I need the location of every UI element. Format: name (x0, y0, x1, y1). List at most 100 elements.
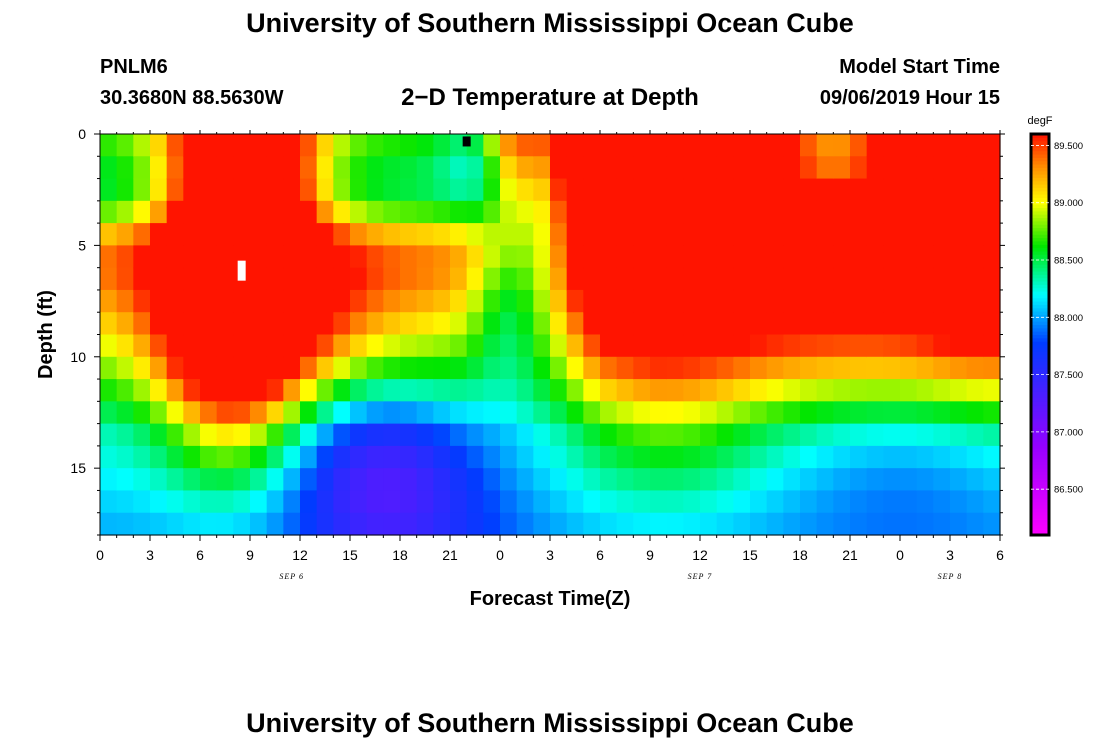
heatmap-cell (500, 134, 518, 157)
heatmap-cell (316, 134, 334, 157)
heatmap-cell (433, 490, 451, 514)
footer-title: University of Southern Mississippi Ocean… (246, 708, 854, 738)
heatmap-cell (600, 468, 618, 492)
heatmap-cell (766, 156, 784, 180)
heatmap-cell (966, 156, 984, 180)
heatmap-cell (333, 468, 351, 492)
heatmap-cell (883, 490, 901, 514)
heatmap-cell (600, 223, 618, 246)
heatmap-cell (750, 156, 768, 180)
heatmap-cell (433, 445, 451, 469)
heatmap-cell (550, 245, 568, 269)
colorbar-swatch (1031, 494, 1049, 499)
heatmap-cell (750, 490, 768, 514)
heatmap-cell (466, 468, 484, 492)
heatmap-cell (300, 156, 318, 180)
page-title: University of Southern Mississippi Ocean… (246, 8, 854, 38)
heatmap-cell (716, 445, 734, 469)
heatmap-cell (866, 356, 884, 380)
colorbar-swatch (1031, 498, 1049, 503)
colorbar-swatch (1031, 441, 1049, 446)
colorbar-swatch (1031, 234, 1049, 239)
colorbar-swatch (1031, 481, 1049, 486)
colorbar-swatch (1031, 301, 1049, 305)
heatmap-cell (466, 267, 484, 291)
heatmap-cell (933, 423, 951, 447)
heatmap-cell (766, 468, 784, 492)
colorbar-swatch (1031, 150, 1049, 155)
heatmap-cell (700, 423, 718, 447)
heatmap-cell (566, 334, 584, 358)
heatmap-cell (100, 245, 118, 269)
heatmap-cell (533, 200, 551, 224)
heatmap-cell (683, 223, 701, 246)
heatmap-cell (516, 468, 534, 492)
heatmap-cell (383, 445, 401, 469)
heatmap-cell (716, 423, 734, 447)
x-tick-label: 3 (146, 547, 154, 563)
heatmap-cell (716, 200, 734, 224)
heatmap-cell (766, 334, 784, 358)
heatmap-cell (850, 334, 868, 358)
heatmap-cell (333, 245, 351, 269)
heatmap-cell (900, 223, 918, 246)
colorbar-swatch (1031, 354, 1049, 359)
heatmap-cell (683, 423, 701, 447)
colorbar-frame (1029, 132, 1051, 537)
heatmap-cell (216, 468, 234, 492)
colorbar-swatch (1031, 444, 1049, 449)
heatmap-cell (733, 445, 751, 469)
heatmap-cell (816, 379, 834, 402)
heatmap-cell (116, 356, 134, 380)
heatmap-cell (716, 334, 734, 358)
heatmap-cell (850, 423, 868, 447)
heatmap-cell (750, 379, 768, 402)
heatmap-cell (383, 356, 401, 380)
heatmap-cell (183, 445, 201, 469)
heatmap-cell (600, 334, 618, 358)
heatmap-cell (133, 134, 151, 157)
heatmap-cell (883, 289, 901, 313)
heatmap-cell (533, 334, 551, 358)
heatmap-cell (733, 334, 751, 358)
heatmap-cell (766, 134, 784, 157)
heatmap-cell (366, 379, 384, 402)
heatmap-cell (350, 289, 368, 313)
heatmap-cell (133, 379, 151, 402)
heatmap-cell (750, 356, 768, 380)
heatmap-cell (533, 156, 551, 180)
heatmap-cell (866, 134, 884, 157)
heatmap-cell (833, 178, 851, 202)
heatmap-cell (733, 468, 751, 492)
heatmap-cell (233, 312, 251, 336)
heatmap-cell (783, 423, 801, 447)
heatmap-cell (483, 512, 501, 536)
colorbar-swatch (1031, 394, 1049, 399)
heatmap-cell (250, 379, 268, 402)
colorbar-swatch (1031, 504, 1049, 509)
colorbar-swatch (1031, 274, 1049, 279)
heatmap-cell (766, 289, 784, 313)
heatmap-cell (933, 379, 951, 402)
colorbar-swatch (1031, 524, 1049, 529)
heatmap-cell (683, 312, 701, 336)
y-tick-label: 5 (78, 237, 86, 253)
heatmap-cell (616, 312, 634, 336)
heatmap-cell (466, 379, 484, 402)
heatmap-cell (233, 200, 251, 224)
colorbar-swatch (1031, 140, 1049, 145)
heatmap-cell (566, 312, 584, 336)
heatmap-cell (416, 312, 434, 336)
heatmap-cell (600, 134, 618, 157)
heatmap-cell (250, 312, 268, 336)
heatmap-cell (816, 200, 834, 224)
heatmap-cell (416, 245, 434, 269)
heatmap-cell (566, 468, 584, 492)
heatmap-cell (150, 512, 168, 536)
heatmap-cell (566, 178, 584, 202)
heatmap-cell (700, 200, 718, 224)
heatmap-cell (800, 223, 818, 246)
marker-black-square (462, 136, 471, 147)
heatmap-cell (133, 156, 151, 180)
heatmap-cell (183, 512, 201, 536)
